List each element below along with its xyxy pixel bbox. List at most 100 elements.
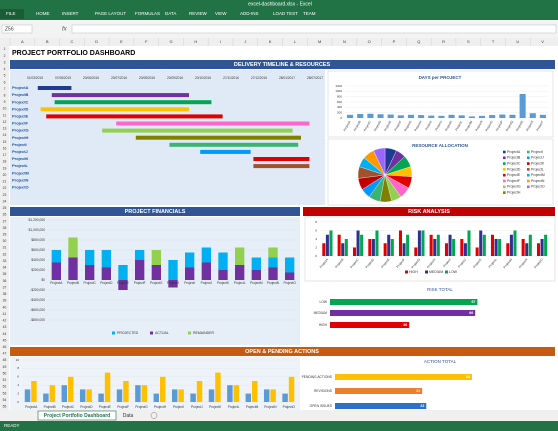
- bar: [367, 113, 374, 118]
- y-tick-label: 4: [17, 383, 19, 387]
- bar: [160, 376, 166, 402]
- x-tick-label: ProjectJ: [191, 405, 203, 409]
- ribbon-tab[interactable]: VIEW: [215, 11, 227, 16]
- bar: [448, 114, 455, 118]
- bar: [414, 247, 418, 256]
- bar: [68, 376, 74, 402]
- bar: [116, 389, 123, 402]
- bar: [79, 389, 86, 402]
- bar-segment: [51, 250, 61, 263]
- file-tab[interactable]: [0, 9, 24, 19]
- bar: [61, 385, 68, 402]
- data-label: 67: [471, 300, 475, 304]
- ribbon-tab[interactable]: LOAD TEST: [273, 11, 298, 16]
- row-number: 13: [3, 127, 7, 131]
- ribbon-tab[interactable]: FILE: [6, 11, 16, 16]
- x-tick-label: ProjectH: [413, 120, 422, 132]
- legend-swatch: [150, 331, 153, 335]
- bar: [513, 230, 517, 256]
- row-number: 1: [4, 47, 6, 51]
- x-tick-label: ProjectJ: [201, 281, 213, 285]
- sheet-tab-label[interactable]: Data: [123, 413, 134, 419]
- category-label: MEDIUM: [314, 311, 328, 315]
- sheet-tab-label[interactable]: Project Portfolio Dashboard: [44, 413, 110, 419]
- x-tick-label: ProjectO: [283, 281, 296, 285]
- row-number: 20: [3, 173, 7, 177]
- section-header: [10, 60, 555, 69]
- name-box[interactable]: [1, 24, 33, 34]
- legend-label: ProjectC: [507, 162, 521, 166]
- sheet-tab-active[interactable]: [37, 410, 117, 421]
- x-tick-label: ProjectN: [518, 258, 528, 269]
- bar: [263, 389, 270, 402]
- bar: [407, 114, 415, 118]
- bar: [368, 239, 372, 256]
- bar-segment: [168, 260, 178, 280]
- bar: [544, 234, 548, 256]
- bar: [509, 234, 513, 256]
- legend-label: ProjectJ: [531, 156, 544, 160]
- y-tick-label: $600,000: [31, 248, 45, 252]
- ribbon-tab[interactable]: PAGE LAYOUT: [95, 11, 126, 16]
- chart-title: RESOURCE ALLOCATION: [412, 143, 468, 148]
- x-tick-label: ProjectE: [117, 281, 129, 285]
- x-tick-label: ProjectH: [167, 281, 180, 285]
- status-text: READY: [4, 423, 20, 428]
- ribbon-tab[interactable]: ADD-INS: [240, 11, 259, 16]
- y-tick-label: 4: [315, 237, 317, 241]
- x-tick-label: ProjectB: [44, 405, 56, 409]
- ribbon-tab[interactable]: REVIEW: [189, 11, 208, 16]
- ribbon-tab[interactable]: FORMULAS: [135, 11, 160, 16]
- bar: [499, 114, 506, 118]
- column-letter: E: [120, 39, 123, 44]
- bar: [282, 393, 288, 402]
- bar: [536, 243, 541, 256]
- chart-title: RISK TOTAL: [427, 287, 453, 292]
- project-label: ProjectJ: [12, 149, 28, 154]
- bar: [135, 385, 141, 402]
- gantt-bar: [169, 142, 299, 147]
- row-number: 6: [4, 80, 6, 84]
- row-number: 42: [3, 319, 7, 323]
- bar-segment: [118, 280, 128, 290]
- x-tick-label: ProjectR: [515, 119, 525, 132]
- date-label: 20/07/2016: [111, 76, 127, 80]
- bar-segment: [235, 265, 245, 280]
- bar-segment: [85, 265, 95, 280]
- x-tick-label: ProjectE: [99, 405, 111, 409]
- row-number: 18: [3, 160, 7, 164]
- x-tick-label: ProjectH: [154, 405, 167, 409]
- ribbon-tab[interactable]: HOME: [36, 11, 50, 16]
- ribbon-tab[interactable]: DATA: [165, 11, 176, 16]
- x-tick-label: ProjectM: [250, 281, 263, 285]
- y-tick-label: 800: [337, 94, 342, 98]
- x-tick-label: ProjectM: [464, 119, 474, 132]
- column-letter: I: [220, 39, 221, 44]
- bar: [86, 389, 92, 402]
- ribbon-tab[interactable]: TEAM: [303, 11, 316, 16]
- ribbon-tab[interactable]: INSERT: [62, 11, 79, 16]
- gantt-bar: [51, 93, 189, 98]
- y-tick-label: 1000: [335, 89, 342, 93]
- x-tick-label: ProjectG: [410, 257, 421, 269]
- formula-input[interactable]: [71, 24, 557, 34]
- bar-segment: [285, 272, 295, 280]
- bar: [397, 115, 404, 118]
- y-tick-label: $0: [41, 278, 45, 282]
- x-tick-label: ProjectD: [100, 281, 113, 285]
- add-sheet-button[interactable]: [150, 412, 158, 419]
- x-tick-label: ProjectQ: [505, 119, 515, 132]
- bar: [390, 239, 394, 256]
- row-number: 17: [3, 153, 7, 157]
- section-title: PROJECT FINANCIALS: [125, 209, 186, 215]
- legend-label: ProjectL: [531, 167, 544, 171]
- bar: [387, 114, 394, 118]
- section-title: DELIVERY TIMELINE & RESOURCES: [234, 62, 331, 68]
- bar-segment: [201, 247, 211, 263]
- x-tick-label: ProjectA: [319, 258, 329, 269]
- date-label: 27/11/2016: [223, 76, 239, 80]
- bar: [460, 239, 464, 256]
- bar: [387, 234, 391, 256]
- x-tick-label: ProjectG: [403, 119, 413, 132]
